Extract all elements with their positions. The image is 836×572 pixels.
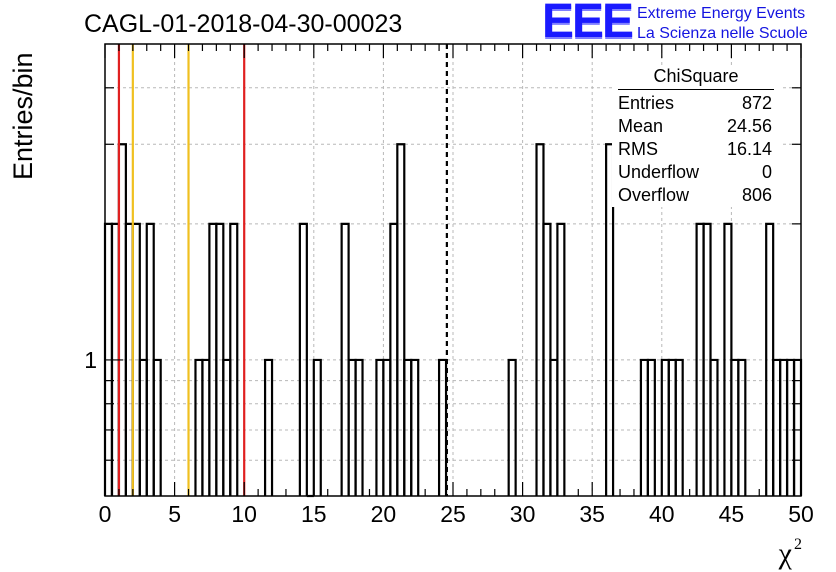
stats-value: 872 [741, 93, 772, 113]
histogram-bin [312, 358, 322, 496]
stats-value: 0 [761, 162, 772, 182]
tick-labels: 0 5 10 15 20 25 30 35 40 45 50 1 [84, 347, 814, 527]
stats-value: 24.56 [726, 116, 772, 136]
y-tick-label: 1 [84, 347, 97, 373]
histogram-bins [103, 143, 803, 498]
stats-row-overflow: Overflow 806 [612, 184, 780, 207]
stats-row-mean: Mean 24.56 [612, 115, 780, 138]
stats-label: Entries [618, 93, 675, 113]
x-tick-label: 30 [510, 501, 536, 527]
x-tick-label: 25 [440, 501, 466, 527]
histogram-bin [709, 358, 719, 496]
reference-lines [117, 44, 448, 496]
histogram-bin [605, 143, 615, 496]
histogram-bin [263, 358, 274, 496]
logo-line-2: La Scienza nelle Scuole [637, 25, 808, 42]
x-tick-label: 5 [168, 501, 181, 527]
stats-value: 16.14 [726, 139, 772, 159]
logo-line-1: Extreme Energy Events [637, 5, 806, 22]
chart-title: CAGL-01-2018-04-30-00023 [84, 10, 403, 38]
logo-mark: EEE [542, 0, 634, 48]
x-axis-label-superscript: 2 [794, 536, 802, 553]
histogram-bin [152, 358, 162, 496]
y-axis-label: Entries/bin [8, 52, 38, 180]
x-tick-label: 50 [788, 501, 814, 527]
histogram-bin [737, 358, 747, 496]
x-tick-label: 45 [719, 501, 745, 527]
histogram-bin [229, 222, 239, 496]
stats-title: ChiSquare [618, 66, 774, 90]
histogram-bin [354, 358, 364, 496]
x-tick-label: 20 [371, 501, 397, 527]
histogram-bin [396, 143, 406, 496]
eee-logo: EEE Extreme Energy Events La Scienza nel… [542, 0, 832, 48]
stats-label: RMS [618, 139, 658, 159]
histogram-bin [507, 358, 517, 496]
stats-label: Mean [618, 116, 664, 136]
stats-row-underflow: Underflow 0 [612, 161, 780, 184]
x-tick-label: 35 [579, 501, 605, 527]
stats-value: 806 [741, 185, 772, 205]
x-tick-label: 15 [301, 501, 327, 527]
stats-row-entries: Entries 872 [612, 92, 780, 115]
stats-label: Underflow [618, 162, 700, 182]
x-tick-label: 10 [231, 501, 257, 527]
histogram-bin [437, 358, 448, 496]
stats-box: ChiSquare Entries 872 Mean 24.56 RMS 16.… [612, 66, 780, 207]
stats-row-rms: RMS 16.14 [612, 138, 780, 161]
x-tick-label: 40 [649, 501, 675, 527]
x-tick-label: 0 [99, 501, 112, 527]
histogram-bin [556, 222, 566, 496]
tick-marks [104, 44, 802, 496]
x-axis-label-text: χ [778, 537, 792, 570]
grid-lines [104, 44, 802, 496]
histogram-bin [410, 358, 420, 496]
histogram-bin [674, 358, 684, 496]
histogram-bin [298, 222, 308, 496]
histogram-bin [646, 358, 656, 496]
stats-label: Overflow [618, 185, 690, 205]
